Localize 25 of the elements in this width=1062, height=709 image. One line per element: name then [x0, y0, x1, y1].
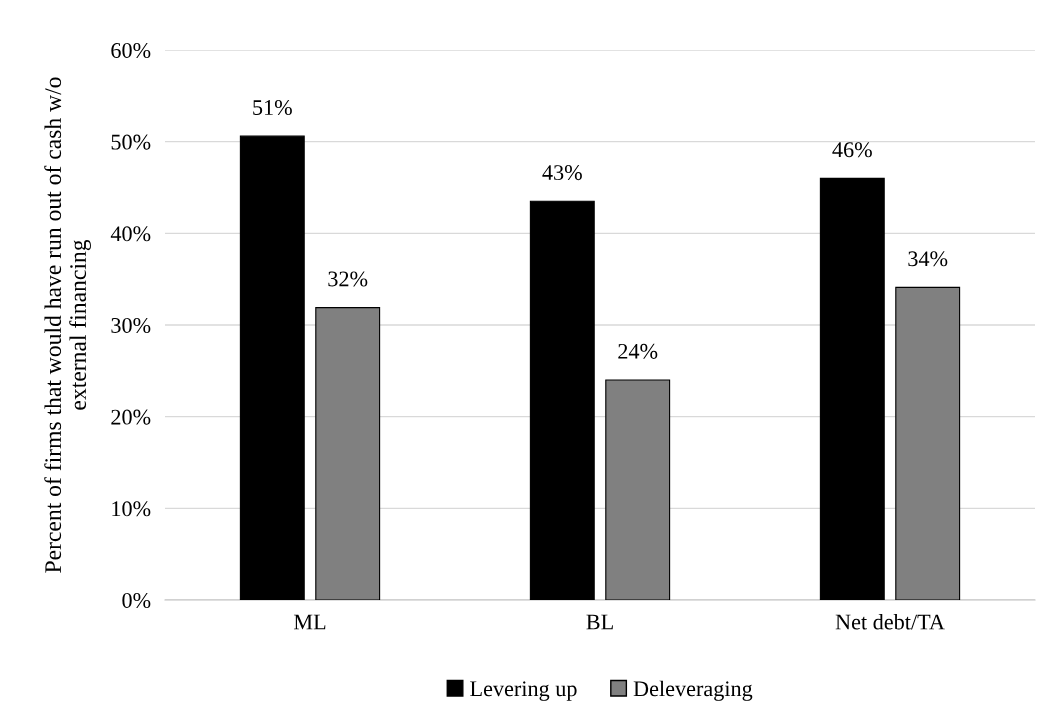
y-tick-label: 60%	[111, 42, 151, 58]
y-axis-title: Percent of firms that would have run out of cash w/o external financing	[44, 77, 91, 573]
x-tick-label: BL	[586, 614, 613, 630]
y-tick-label: 0%	[122, 592, 151, 608]
bar	[819, 177, 885, 600]
y-tick-label: 40%	[110, 226, 151, 242]
data-label: 43%	[542, 165, 582, 181]
y-tick-label: 50%	[111, 134, 151, 150]
data-label: 51%	[253, 99, 292, 116]
bar	[239, 135, 305, 600]
data-label: 46%	[832, 142, 872, 158]
data-label: 34%	[908, 251, 948, 267]
y-tick-label: 10%	[112, 501, 151, 517]
data-label: 32%	[328, 271, 368, 287]
legend-label: Deleveraging	[633, 680, 753, 701]
y-tick-label: 30%	[111, 317, 151, 333]
y-tick-label: 20%	[111, 409, 151, 425]
bar	[895, 286, 961, 600]
bar	[529, 200, 595, 600]
bar	[605, 379, 671, 600]
legend-label: Levering up	[470, 681, 577, 701]
data-label: 24%	[618, 343, 658, 359]
x-tick-label: ML	[293, 614, 326, 630]
x-tick-label: Net debt/TA	[835, 613, 945, 630]
bar	[315, 307, 381, 600]
